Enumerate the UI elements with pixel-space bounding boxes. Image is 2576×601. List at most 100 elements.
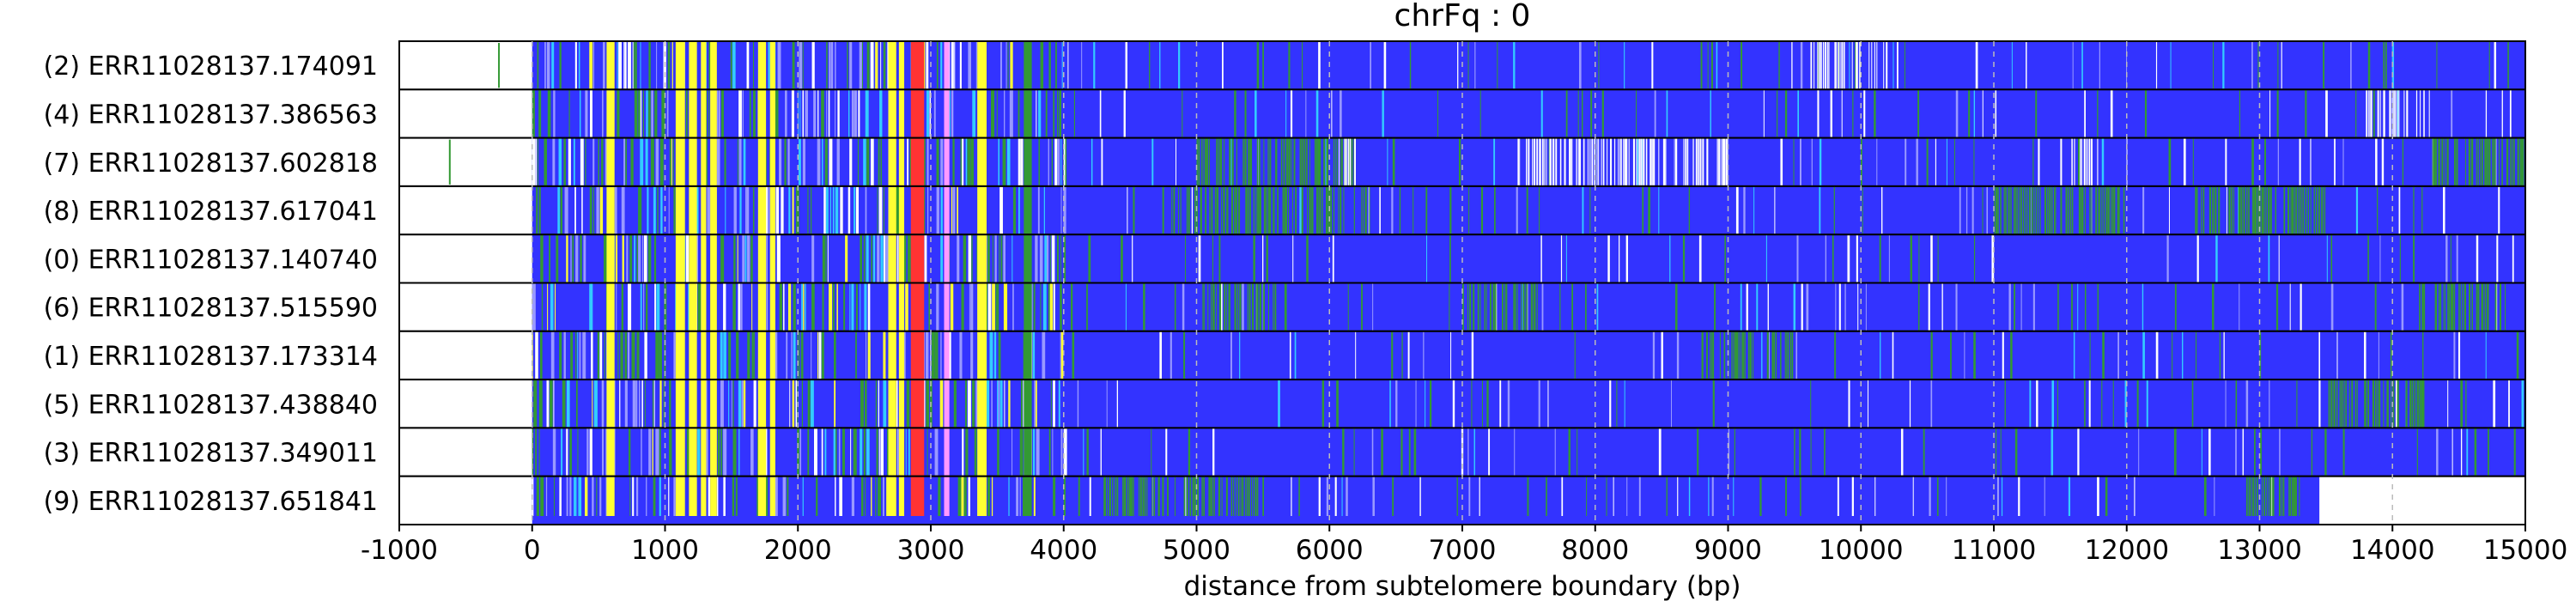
band-yellow [769,379,775,428]
band-yellow [977,41,987,90]
track-row: (0) ERR11028137.140740 [44,234,2526,284]
band-yellow [701,185,707,235]
band-yellow [710,428,717,477]
band-yellow [769,137,775,186]
band-yellow [710,89,717,138]
track-row: (8) ERR11028137.617041 [44,185,2526,236]
band-yellow [689,331,697,380]
track-row: (3) ERR11028137.349011 [44,427,2526,477]
band-pink [944,476,950,516]
band-yellow [977,137,987,186]
x-tick-label: 0 [524,535,541,566]
band-pink [944,234,950,283]
x-tick-label: 13000 [2217,535,2302,566]
band-pink [944,379,950,428]
band-yellow [977,331,987,380]
row-label: (4) ERR11028137.386563 [44,100,378,130]
band-yellow [710,476,717,516]
band-yellow [606,41,615,90]
band-yellow [898,282,905,331]
x-tick-label: 4000 [1030,535,1097,566]
band-yellow [710,185,717,235]
band-yellow [888,476,896,516]
band-red [910,89,925,138]
band-red [910,331,925,380]
band-yellow [606,379,615,428]
band-yellow [689,137,697,186]
band-yellow [888,137,896,186]
band-green [1024,282,1032,331]
band-yellow [769,185,775,235]
band-yellow [757,331,767,380]
track-fill [532,234,2525,283]
band-pink [944,185,950,235]
band-yellow [606,282,615,331]
band-yellow [701,379,707,428]
track-stripes [536,185,2500,235]
band-yellow [701,89,707,138]
band-yellow [757,185,767,235]
band-yellow [977,476,987,516]
band-red [910,282,925,331]
band-yellow [701,428,707,477]
x-tick-label: -1000 [361,535,438,566]
band-yellow [689,428,697,477]
band-yellow [689,89,697,138]
track-fill [532,89,2525,138]
band-green [1024,41,1032,90]
band-yellow [757,41,767,90]
row-label: (3) ERR11028137.349011 [44,439,378,469]
band-yellow [898,185,905,235]
track-fill [532,476,2320,525]
band-yellow [675,379,685,428]
band-pink [944,137,950,186]
band-yellow [675,137,685,186]
track-stripes [540,234,2514,283]
band-red [910,137,925,186]
x-tick-label: 5000 [1163,535,1230,566]
track-stripes [532,428,2516,477]
band-green [1024,428,1032,477]
band-yellow [606,234,615,283]
band-yellow [675,234,685,283]
row-label: (6) ERR11028137.515590 [44,294,378,324]
band-yellow [689,41,697,90]
band-yellow [769,234,775,283]
band-yellow [888,331,896,380]
track-stripes [532,137,2524,186]
x-tick-label: 11000 [1952,535,2037,566]
band-yellow [675,41,685,90]
band-pink [944,282,950,331]
band-pink [944,428,950,477]
band-yellow [898,137,905,186]
band-red [910,476,925,516]
band-yellow [977,185,987,235]
x-tick-label: 3000 [897,535,965,566]
band-yellow [898,234,905,283]
band-yellow [888,428,896,477]
track-stripes [532,282,2506,331]
track-row: (5) ERR11028137.438840 [44,379,2526,429]
band-yellow [888,185,896,235]
track-fill [532,185,2525,235]
band-red [910,428,925,477]
band-yellow [769,282,775,331]
band-yellow [757,379,767,428]
track-stripes [532,476,2300,516]
band-yellow [757,234,767,283]
track-row: (9) ERR11028137.651841 [44,475,2526,526]
band-green [1024,137,1032,186]
band-yellow [898,476,905,516]
track-fill [532,379,2525,428]
track-row: (2) ERR11028137.174091 [44,40,2526,91]
band-yellow [710,41,717,90]
band-yellow [757,137,767,186]
grid-lines [532,41,2393,525]
band-yellow [757,282,767,331]
band-yellow [710,234,717,283]
band-pink [944,89,950,138]
track-row: (6) ERR11028137.515590 [44,282,2526,332]
band-yellow [606,185,615,235]
band-yellow [769,331,775,380]
band-yellow [701,137,707,186]
